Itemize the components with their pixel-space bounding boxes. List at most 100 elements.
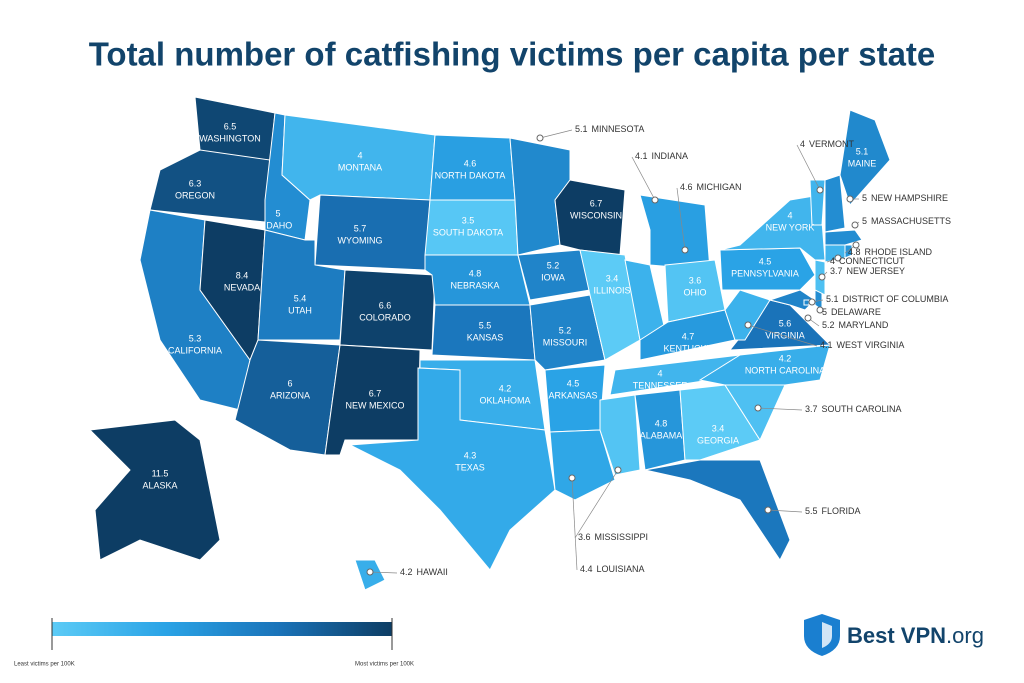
state-value: 3.6 — [578, 532, 591, 542]
state-name: INDIANA — [652, 151, 689, 161]
state-value: 4.5 — [567, 378, 580, 388]
state-name: IDAHO — [264, 220, 293, 230]
callout-dot — [366, 568, 374, 576]
state-value: 3.6 — [689, 275, 702, 285]
state-value: 6.3 — [189, 178, 202, 188]
state-name: KANSAS — [467, 332, 504, 342]
state-label: 3.7 SOUTH CAROLINA — [805, 404, 902, 414]
state-value: 6.5 — [224, 121, 237, 131]
state-value: 4.8 — [848, 247, 861, 257]
state-value: 5.2 — [547, 260, 560, 270]
state-value: 5 — [822, 307, 827, 317]
state-value: 5.6 — [779, 318, 792, 328]
state-name: MARYLAND — [839, 320, 889, 330]
state st — [724, 289, 771, 341]
legend-min: Least victims per 100K — [14, 662, 75, 668]
callout-line — [571, 477, 578, 571]
state-name: CONNECTICUT — [839, 256, 905, 266]
callout-dot — [846, 195, 854, 203]
callout-dot — [804, 314, 812, 322]
state-label: 3.6 MISSISSIPPI — [578, 532, 648, 542]
state-name: WISCONSIN — [570, 210, 622, 220]
state-value: 4.6 — [680, 182, 693, 192]
logo: Best VPN.org — [804, 614, 984, 656]
state-name: OREGON — [175, 190, 215, 200]
callout-line — [747, 324, 818, 347]
state-name: NEBRASKA — [450, 280, 499, 290]
state-name: ALASKA — [142, 480, 177, 490]
state-value: 4 — [830, 256, 835, 266]
state-name: ALABAMA — [640, 430, 683, 440]
state-value: 3.4 — [712, 423, 725, 433]
state-label: 4 CONNECTICUT — [830, 256, 905, 266]
callout-dot — [834, 254, 842, 262]
state-value: 4.2 — [400, 567, 413, 577]
state-name: UTAH — [288, 305, 312, 315]
callout-dot — [614, 466, 622, 474]
state-name: NEVADA — [224, 282, 260, 292]
callout-dot — [754, 404, 762, 412]
callout-line — [631, 156, 656, 201]
state-value: 5.7 — [354, 223, 367, 233]
state-name: NORTH CAROLINA — [745, 365, 825, 375]
callout-dot — [851, 221, 859, 229]
state st — [549, 429, 616, 501]
state-value: 5.5 — [479, 320, 492, 330]
state-name: WYOMING — [338, 235, 383, 245]
state-label: 4.2 HAWAII — [400, 567, 448, 577]
state-value: 5.1 — [826, 294, 839, 304]
state-value: 4.2 — [499, 383, 512, 393]
state-label: 5.5 FLORIDA — [805, 506, 861, 516]
brand-suffix: .org — [946, 623, 984, 648]
state-name: MICHIGAN — [697, 182, 742, 192]
state st — [824, 229, 863, 246]
state-name: FLORIDA — [822, 506, 861, 516]
state-name: RHODE ISLAND — [865, 247, 933, 257]
state-value: 5.2 — [559, 325, 572, 335]
callout-line — [539, 129, 573, 139]
state-name: SOUTH DAKOTA — [433, 227, 503, 237]
state-value: 4.8 — [655, 418, 668, 428]
callout-dot — [764, 506, 772, 514]
state-name: NORTH DAKOTA — [435, 170, 506, 180]
state-value: 3.4 — [606, 273, 619, 283]
state st — [679, 384, 761, 461]
state-name: NEW HAMPSHIRE — [871, 193, 948, 203]
state-value: 4.1 — [635, 151, 648, 161]
callout-line — [757, 407, 803, 411]
state-name: ILLINOIS — [593, 285, 630, 295]
state-name: WASHINGTON — [199, 133, 261, 143]
state-name: CALIFORNIA — [168, 345, 222, 355]
state-value: 5 — [275, 208, 280, 218]
state-name: PENNSYLVANIA — [731, 268, 799, 278]
state st — [644, 459, 791, 561]
state-name: MASSACHUSETTS — [871, 216, 951, 226]
state-label: 3.7 NEW JERSEY — [830, 266, 905, 276]
callout-dot — [536, 134, 544, 142]
state-name: WEST VIRGINIA — [837, 340, 905, 350]
state-name: MINNESOTA — [592, 124, 645, 134]
state-name: NEW YORK — [766, 222, 815, 232]
callout-dot — [808, 298, 816, 306]
state-name: NEW JERSEY — [847, 266, 906, 276]
state-value: 5.4 — [294, 293, 307, 303]
state st — [844, 244, 853, 259]
callout-line — [767, 509, 803, 513]
state-value: 4.7 — [682, 331, 695, 341]
state-name: ARKANSAS — [548, 390, 597, 400]
state-name: COLORADO — [359, 312, 411, 322]
callout-dot — [816, 306, 824, 314]
state-value: 4.1 — [820, 340, 833, 350]
state-name: NEW MEXICO — [345, 400, 404, 410]
callout-line — [676, 187, 686, 251]
state-value: 4.2 — [779, 353, 792, 363]
labels: 6.5 WASHINGTON 6.3 OREGON 5.3 CALIFORNIA 8.4 NE… — [142, 121, 951, 577]
state-label: 4.1 WEST VIRGINIA — [820, 340, 904, 350]
state-value: 8.4 — [236, 270, 249, 280]
state-value: 4 — [787, 210, 792, 220]
state-value: 4 — [357, 150, 362, 160]
state st — [698, 344, 831, 386]
state-value: 3.7 — [830, 266, 843, 276]
state-label: 5 NEW HAMPSHIRE — [862, 193, 948, 203]
